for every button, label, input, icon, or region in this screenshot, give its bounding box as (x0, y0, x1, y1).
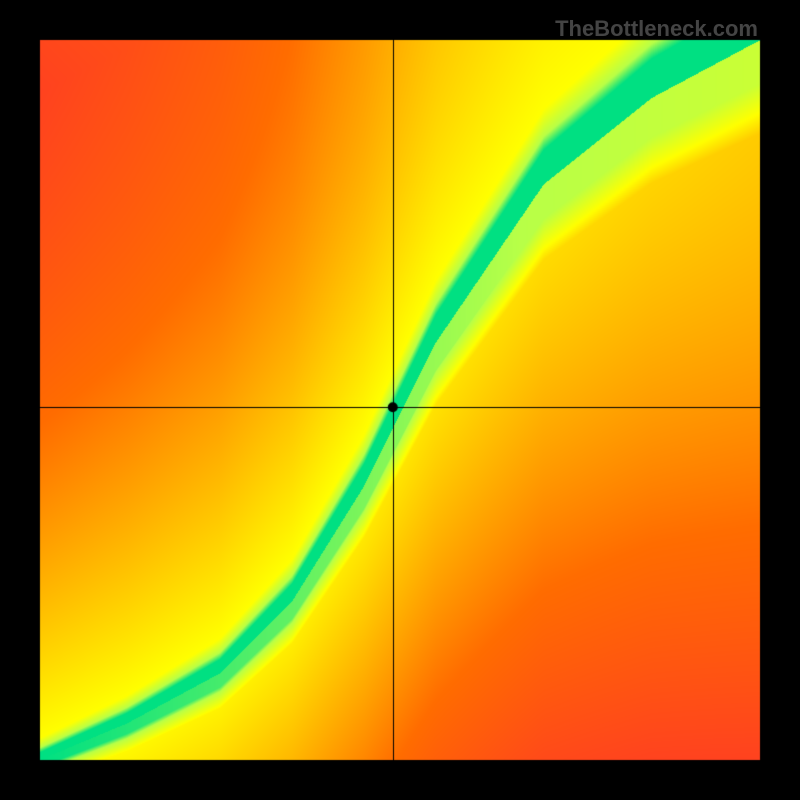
bottleneck-heatmap (0, 0, 800, 800)
chart-container: TheBottleneck.com (0, 0, 800, 800)
watermark-text: TheBottleneck.com (555, 16, 758, 42)
